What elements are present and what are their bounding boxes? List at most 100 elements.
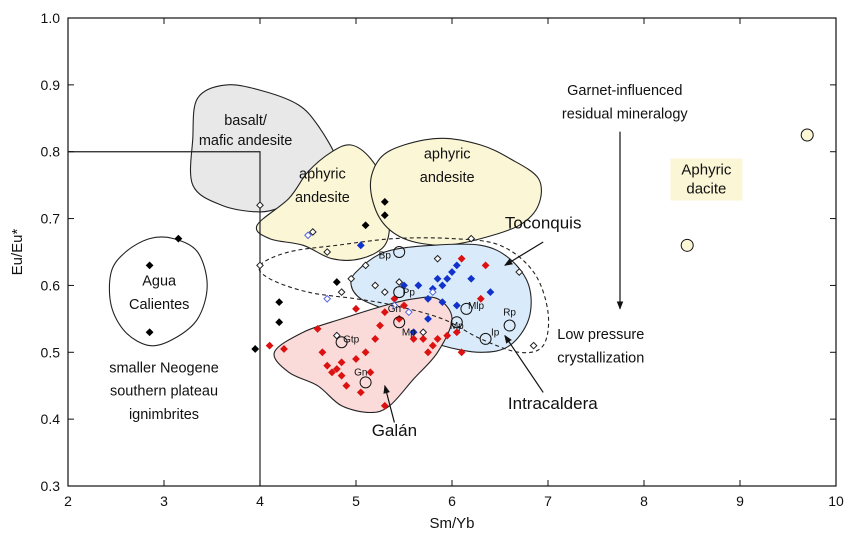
field-label: Garnet-influenced [567, 83, 682, 99]
data-point-toconquis [424, 294, 432, 303]
data-point-galán [457, 348, 466, 357]
data-point-aphyric-dacite [680, 238, 694, 252]
intracaldera-arrow [504, 334, 544, 393]
data-point-intracaldera [433, 254, 442, 263]
dacite-label-background [670, 158, 743, 201]
circled-sample-marker [460, 302, 473, 315]
data-point-toconquis [356, 241, 365, 250]
data-point-aphyric-dacite [800, 128, 814, 142]
field-label: smaller Neogene [109, 360, 219, 376]
field-label: Intracaldera [508, 394, 598, 413]
x-tick-label: 8 [640, 493, 648, 509]
data-point-intracaldera [371, 281, 380, 290]
data-point-galán [443, 331, 452, 340]
circled-sample-marker [359, 376, 372, 389]
field-agua-calientes [108, 236, 208, 347]
data-point-galán [371, 335, 380, 343]
x-tick-label: 7 [544, 493, 552, 509]
data-point-galán [476, 294, 485, 303]
data-point-intracaldera [361, 261, 370, 270]
field-label: aphyric [299, 166, 346, 182]
x-tick-label: 5 [352, 493, 360, 509]
labels-layer: basalt/mafic andesite aphyric andesite aphy… [109, 83, 688, 440]
sample-label: Pp [403, 287, 416, 298]
data-point-blue-open [428, 288, 437, 297]
field-label: Toconquis [505, 214, 582, 233]
data-point-other [380, 211, 389, 220]
x-axis-label: Sm/Yb [429, 515, 474, 532]
sample-label: Gn [354, 368, 367, 379]
x-tick-label: 10 [828, 493, 844, 509]
data-point-toconquis [438, 281, 447, 290]
sample-label: Gn [388, 304, 401, 315]
data-point-galán [400, 301, 408, 310]
arrows-layer [383, 131, 624, 423]
fields-layer [108, 84, 542, 414]
dacite-label-line-2: dacite [686, 180, 726, 197]
data-point-intracaldera [347, 274, 356, 283]
field-label: andesite [295, 190, 350, 206]
y-tick-label: 0.4 [41, 411, 61, 427]
data-point-other [145, 261, 154, 270]
data-point-galán [409, 335, 418, 343]
data-point-toconquis [467, 274, 476, 283]
data-point-galán [452, 328, 461, 337]
data-point-galán [323, 361, 332, 370]
field-label: aphyric [424, 146, 471, 162]
field-aphyric-andesite-left [255, 144, 391, 261]
data-point-other [275, 298, 284, 307]
data-point-intracaldera [529, 341, 538, 350]
data-point-galán [280, 345, 288, 353]
field-label: Agua [142, 273, 177, 289]
sample-label: Bp [379, 251, 392, 262]
field-label: Low pressure [557, 327, 644, 343]
data-point-galán [356, 388, 365, 397]
data-point-toconquis [452, 301, 461, 310]
field-label: Galán [372, 421, 417, 440]
reference-lines [68, 151, 261, 486]
data-point-intracaldera [395, 278, 404, 286]
field-label: Calientes [129, 297, 189, 313]
field-label: ignimbrites [129, 407, 199, 423]
circled-sample-marker [393, 286, 406, 299]
circled-sample-marker [450, 316, 463, 329]
field-label: crystallization [557, 350, 644, 366]
data-point-other [361, 221, 370, 230]
data-point-galán [332, 365, 341, 373]
data-point-galán [457, 254, 466, 263]
data-point-intracaldera [256, 261, 264, 270]
data-point-galán [352, 304, 360, 313]
data-point-other [174, 234, 183, 243]
data-point-toconquis [486, 288, 495, 297]
toconquis-arrow [504, 241, 544, 266]
data-point-blue-open [304, 231, 312, 240]
data-point-galán [318, 348, 327, 357]
galan-arrow [383, 384, 395, 423]
circled-sample-marker [335, 336, 348, 349]
data-point-toconquis [438, 298, 447, 307]
data-point-other [145, 328, 154, 337]
x-tick-label: 4 [256, 493, 264, 509]
data-point-intracaldera [256, 201, 264, 210]
data-point-galán [380, 308, 389, 317]
data-point-intracaldera [515, 268, 524, 276]
data-point-galán [361, 348, 370, 357]
intracaldera-layer [258, 237, 550, 354]
data-point-intracaldera [380, 288, 389, 297]
aphyric-dacite-label: Aphyric dacite [670, 158, 743, 201]
field-aphyric-andesite-right [369, 137, 542, 246]
dacite-label-line-1: Aphyric [681, 161, 732, 178]
field-label: andesite [420, 170, 475, 186]
data-point-blue-open [323, 294, 332, 303]
sample-label: Mp [450, 321, 464, 332]
data-point-toconquis [414, 281, 423, 290]
data-point-galán [419, 335, 428, 343]
data-point-other [380, 197, 389, 206]
sample-label: Mp [402, 328, 416, 339]
circled-sample-marker [503, 319, 516, 332]
data-point-galán [481, 261, 490, 270]
y-tick-label: 0.8 [41, 144, 61, 160]
sm-yb-4-boundary-line [68, 151, 261, 486]
y-tick-label: 0.6 [41, 277, 61, 293]
